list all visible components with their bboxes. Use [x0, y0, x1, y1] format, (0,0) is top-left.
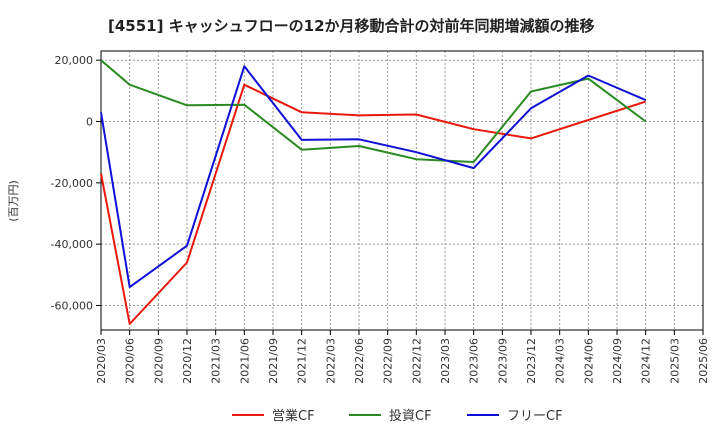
series-lines — [100, 59, 647, 325]
y-tick-label: -60,000 — [51, 299, 93, 312]
x-tick-label: 2023/09 — [496, 338, 509, 384]
x-tick-label: 2022/03 — [324, 338, 337, 384]
series-line-0 — [100, 83, 647, 325]
plot-frame — [100, 50, 704, 331]
x-tick-label: 2020/06 — [124, 338, 137, 384]
legend-label-2: フリーCF — [507, 409, 563, 424]
chart-title: [4551] キャッシュフローの12か月移動合計の対前年同期増減額の推移 — [108, 17, 595, 35]
legend: 営業CF 投資CF フリーCF — [232, 408, 563, 424]
legend-label-0: 営業CF — [272, 408, 315, 424]
x-tick-label: 2021/12 — [296, 338, 309, 384]
x-tick-label: 2021/09 — [267, 338, 280, 384]
x-tick-label: 2022/06 — [353, 338, 366, 384]
x-tick-label: 2020/03 — [95, 338, 108, 384]
x-tick-label: 2024/09 — [611, 338, 624, 384]
x-tick-label: 2023/12 — [525, 338, 538, 384]
legend-label-1: 投資CF — [389, 408, 432, 424]
x-tick-label: 2021/06 — [238, 338, 251, 384]
x-tick-label: 2020/09 — [152, 338, 165, 384]
y-tick-label: -40,000 — [51, 238, 93, 251]
x-tick-label: 2024/06 — [582, 338, 595, 384]
series-line-2 — [100, 65, 647, 289]
x-axis-ticks: 2020/03 2020/06 2020/09 2020/12 2021/03 2021/… — [95, 330, 710, 384]
x-tick-label: 2025/06 — [697, 338, 710, 384]
y-axis-ticks: 20,000 0 -20,000 -40,000 -60,000 — [51, 54, 101, 312]
x-tick-label: 2025/03 — [668, 338, 681, 384]
y-tick-label: 20,000 — [55, 54, 94, 67]
x-tick-label: 2023/06 — [468, 338, 481, 384]
y-tick-label: 0 — [86, 116, 93, 129]
x-tick-label: 2023/03 — [439, 338, 452, 384]
y-tick-label: -20,000 — [51, 177, 93, 190]
x-tick-label: 2024/03 — [554, 338, 567, 384]
grid-lines — [101, 51, 703, 330]
x-tick-label: 2020/12 — [181, 338, 194, 384]
x-tick-label: 2022/09 — [382, 338, 395, 384]
series-line-1 — [100, 59, 647, 163]
x-tick-label: 2024/12 — [640, 338, 653, 384]
x-tick-label: 2021/03 — [210, 338, 223, 384]
x-tick-label: 2022/12 — [410, 338, 423, 384]
y-axis-label: (百万円) — [7, 180, 20, 222]
